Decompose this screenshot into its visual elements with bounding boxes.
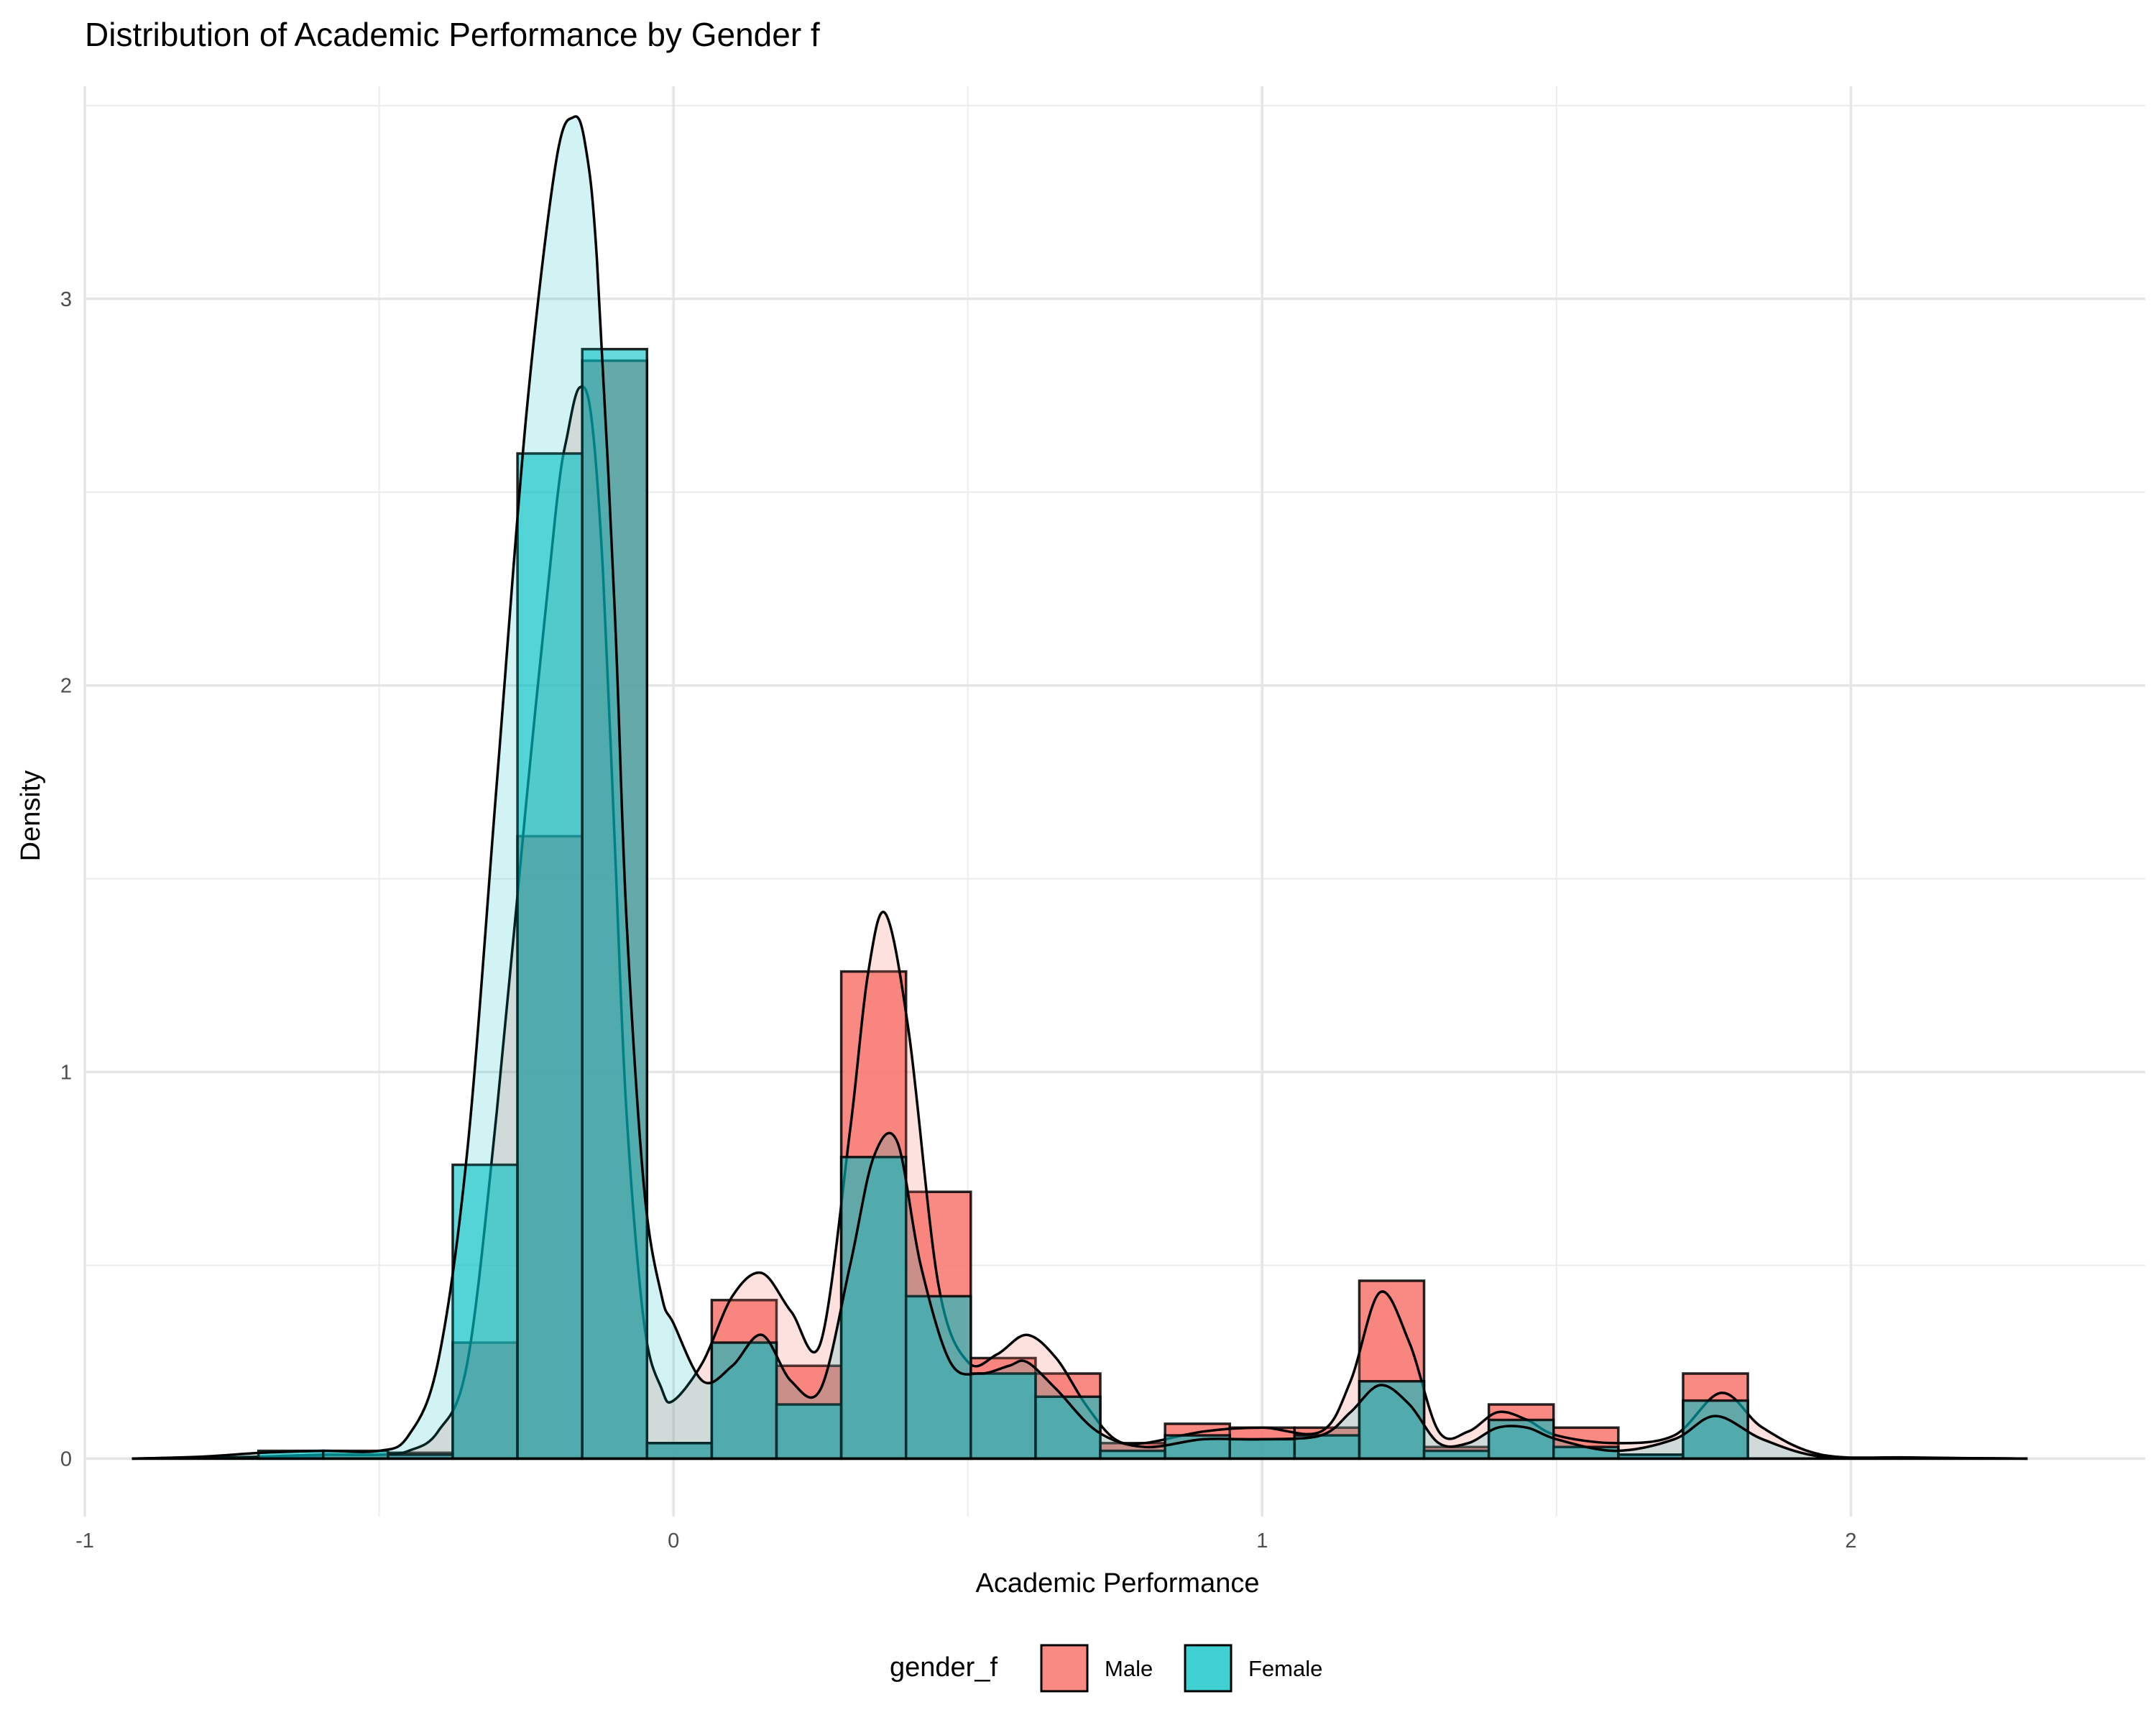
y-axis-title: Density — [16, 770, 46, 862]
female-histogram-bar — [581, 347, 649, 1460]
female-histogram-bar — [710, 1341, 778, 1460]
x-tick-label: 0 — [668, 1530, 679, 1552]
y-tick-label: 3 — [60, 288, 72, 311]
y-axis-ticks: 0 1 2 3 — [60, 288, 72, 1471]
female-density-area — [132, 116, 2028, 1459]
legend-title: gender_f — [890, 1652, 998, 1683]
x-axis-ticks: -1 0 1 2 — [75, 1530, 1856, 1552]
female-histogram-bar — [1358, 1380, 1426, 1460]
x-tick-label: 1 — [1256, 1530, 1268, 1552]
y-tick-label: 0 — [60, 1448, 72, 1471]
male-density-area — [132, 386, 2028, 1459]
legend: gender_f Male Female — [890, 1644, 1322, 1693]
x-tick-label: -1 — [75, 1530, 94, 1552]
female-density-line — [132, 115, 2028, 1460]
legend-label-female: Female — [1248, 1656, 1322, 1681]
gridlines — [83, 86, 2145, 1517]
legend-key-female — [1184, 1644, 1233, 1693]
female-histogram-bar — [775, 1403, 843, 1460]
male-density-line — [132, 385, 2028, 1460]
female-histogram-bars — [257, 347, 1749, 1460]
chart-title: Distribution of Academic Performance by … — [85, 16, 820, 53]
female-density-curve — [132, 115, 2028, 1460]
y-tick-label: 2 — [60, 675, 72, 698]
legend-key-male — [1040, 1644, 1089, 1693]
male-density-curve — [132, 385, 2028, 1460]
female-histogram-bar — [516, 452, 584, 1460]
x-axis-title: Academic Performance — [976, 1568, 1260, 1598]
legend-label-male: Male — [1105, 1656, 1153, 1681]
y-tick-label: 1 — [60, 1061, 72, 1084]
x-tick-label: 2 — [1845, 1530, 1856, 1552]
